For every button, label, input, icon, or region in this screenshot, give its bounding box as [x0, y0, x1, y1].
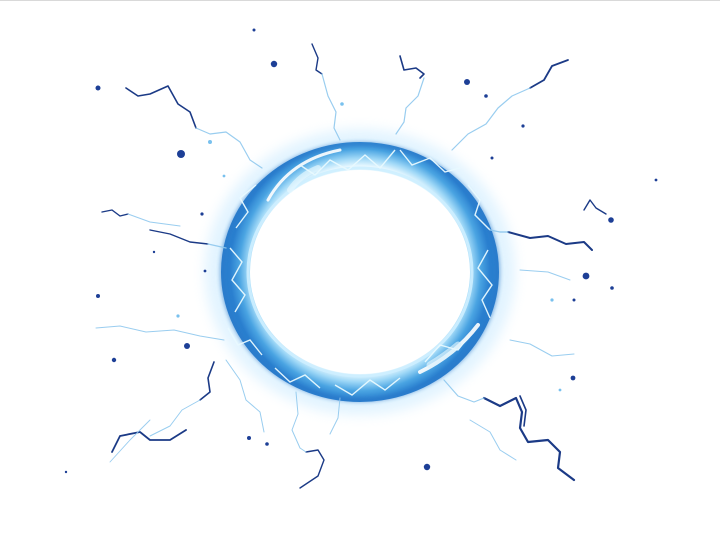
ring-inner-void — [250, 170, 470, 374]
ring-inner-edge — [246, 166, 474, 378]
energy-particles — [64, 28, 658, 474]
ring-crackles — [227, 149, 493, 396]
energy-particles-light — [176, 102, 562, 392]
ring-outer-edge — [220, 142, 500, 402]
lightning-bolts-light — [95, 73, 575, 463]
lightning-bolts-dark — [101, 43, 607, 489]
ring-highlights — [266, 148, 480, 374]
top-border-line — [0, 0, 720, 1]
